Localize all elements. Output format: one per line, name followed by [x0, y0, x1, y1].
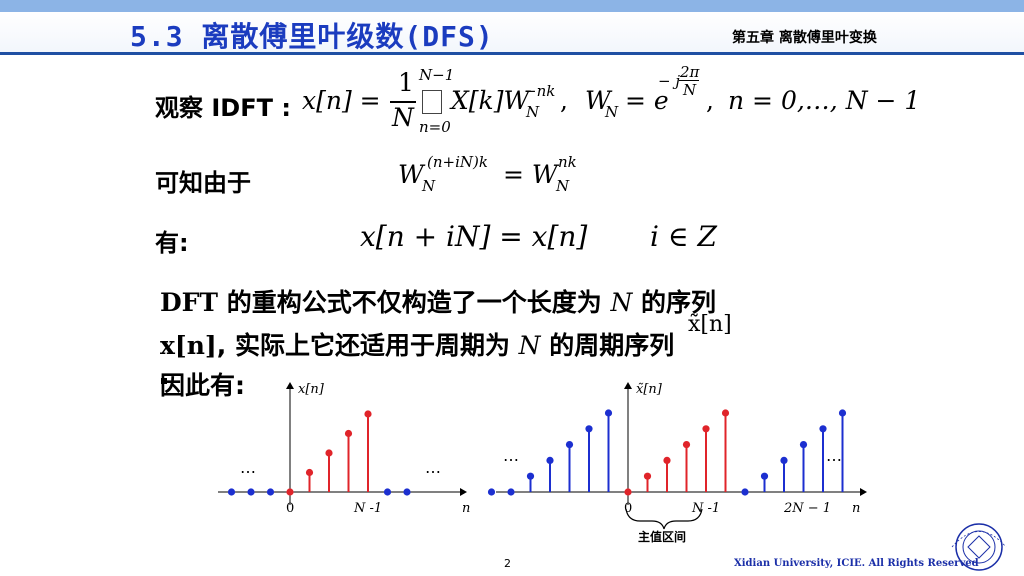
separator-2: , [706, 86, 714, 115]
text-line-1: DFT 的重构公式不仅构造了一个长度为 N 的序列 [160, 283, 716, 319]
left-x-label: n [462, 501, 470, 516]
exp-prefix: − j [658, 72, 680, 90]
sum-lower-limit: n=0 [419, 118, 451, 136]
wn-eq-e: = e [625, 86, 669, 115]
periodicity-equation: x[n + iN] = x[n] [360, 220, 588, 253]
right-point--3 [565, 441, 574, 449]
left-point--3 [227, 488, 236, 496]
right-point-7 [760, 472, 769, 480]
w1-sub: N [422, 177, 436, 195]
left-y-label: x[n] [298, 382, 325, 397]
idft-label: 观察 IDFT : [155, 94, 291, 122]
bullet-marker [161, 378, 167, 384]
exp-numerator: 2π [680, 63, 700, 81]
frac-denominator: N [392, 103, 414, 132]
left-point-0 [286, 488, 294, 496]
page-number: 2 [504, 557, 511, 570]
wn-symbol: W [585, 86, 611, 115]
university-logo [946, 522, 1012, 572]
right-tick-n-1: N -1 [691, 501, 720, 516]
exp-denominator: N [683, 81, 697, 99]
integer-condition: i ∈ Z [650, 220, 717, 253]
right-point--7 [487, 488, 496, 496]
text-line-2-body: , 实际上它还适用于周期为 [216, 331, 519, 360]
right-point-11 [838, 409, 847, 417]
idft-term: X[k]W [451, 86, 530, 115]
w1-sup: (n+iN)k [427, 153, 488, 171]
left-point--2 [247, 488, 255, 496]
idft-lhs: x[n] = [302, 86, 381, 115]
right-point--1 [604, 409, 613, 417]
left-point-3 [344, 429, 353, 438]
left-point-4 [364, 410, 372, 418]
text-line-3: 因此有: [160, 371, 245, 400]
stem-plots: x[n] n 0 N -1 … … x̃[n] n 0 N -1 2N − 1 … [218, 382, 867, 544]
right-stem-plot: x̃[n] n 0 N -1 2N − 1 … … 主值区间 [487, 382, 867, 544]
w2-sup: nk [558, 153, 577, 171]
periodic-sequence-symbol: x̃[n] [688, 312, 732, 337]
left-stem-plot: x[n] n 0 N -1 … … [218, 382, 470, 516]
w1-symbol: W [398, 160, 424, 189]
right-point--6 [507, 488, 515, 496]
right-point-5 [721, 409, 730, 417]
dft-word: DFT [160, 288, 219, 317]
text-line-1-body: 的重构公式不仅构造了一个长度为 [218, 288, 611, 317]
footer-credit: Xidian University, ICIE. All Rights Rese… [734, 558, 979, 569]
left-point-1 [305, 468, 314, 477]
idft-term-sup: −nk [524, 82, 556, 100]
w2-eq: = W [503, 160, 558, 189]
period-n: N [518, 331, 541, 360]
right-point-2 [663, 456, 671, 464]
xn-word: x[n] [160, 331, 217, 360]
slide-title: 5.3 离散傅里叶级数(DFS) [130, 20, 494, 53]
left-point-2 [325, 449, 333, 457]
idft-term-sub: N [526, 103, 540, 121]
frac-numerator: 1 [398, 68, 414, 97]
w2-sub: N [556, 177, 570, 195]
left-dots-right: … [425, 458, 441, 477]
right-dots-right: … [826, 446, 842, 465]
principal-interval-brace [625, 508, 703, 530]
right-dots-left: … [503, 446, 519, 465]
right-tick-0: 0 [624, 501, 632, 516]
fraction-bar [390, 101, 416, 103]
title-bar [0, 12, 1024, 54]
right-x-label: n [852, 501, 860, 516]
right-point--2 [585, 425, 593, 433]
text-line-1-end: 的序列 [632, 288, 717, 317]
text-line-2-end: 的周期序列 [540, 331, 675, 360]
right-point-9 [799, 441, 808, 449]
right-point--4 [546, 456, 554, 464]
right-point-4 [702, 425, 710, 433]
wn-sub: N [605, 103, 619, 121]
left-point-5 [383, 488, 392, 496]
since-label: 可知由于 [155, 169, 251, 197]
principal-interval-label: 主值区间 [638, 529, 686, 544]
chapter-label: 第五章 离散傅里叶变换 [732, 30, 877, 46]
exp-fraction-bar [679, 80, 699, 81]
right-tick-2n-1: 2N − 1 [783, 501, 831, 516]
text-line-2: x[n], 实际上它还适用于周期为 N 的周期序列 [160, 326, 674, 362]
right-y-label: x̃[n] [636, 382, 663, 397]
left-point--1 [266, 488, 275, 496]
title-rule [0, 52, 1024, 55]
right-point-3 [682, 441, 691, 449]
right-point-0 [624, 488, 632, 496]
left-point-6 [403, 488, 411, 496]
sum-upper-limit: N−1 [419, 66, 455, 84]
right-point--5 [526, 472, 535, 480]
left-tick-0: 0 [286, 501, 294, 516]
right-point-8 [780, 456, 788, 464]
sum-symbol-icon [422, 90, 442, 114]
top-color-bar [0, 0, 1024, 12]
separator-1: , [560, 86, 568, 115]
right-point-6 [741, 488, 749, 496]
right-point-10 [819, 425, 827, 433]
index-range: n = 0,…, N − 1 [728, 86, 921, 115]
left-tick-n-1: N -1 [353, 501, 382, 516]
length-n: N [610, 288, 633, 317]
right-point-1 [643, 472, 652, 480]
left-dots-left: … [240, 458, 256, 477]
therefore-label: 有: [155, 229, 189, 257]
